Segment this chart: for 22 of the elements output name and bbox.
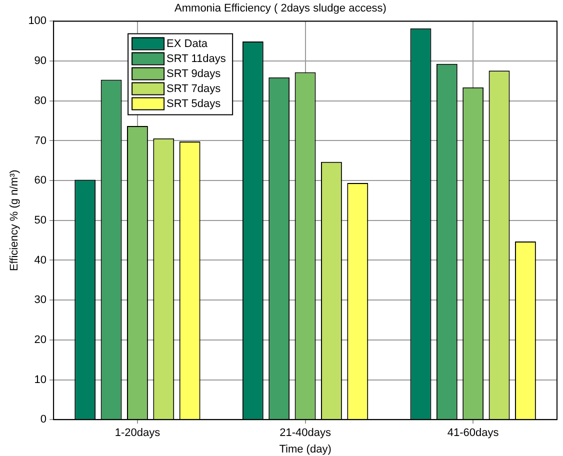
- legend-label: SRT 5days: [166, 98, 222, 110]
- x-tick-label: 41-60days: [447, 427, 500, 440]
- legend-label: SRT 7days: [166, 83, 222, 96]
- y-tick-label: 20: [34, 334, 47, 346]
- y-tick-label: 40: [34, 254, 47, 266]
- legend-label: EX Data: [166, 38, 208, 50]
- y-tick-label: 30: [34, 294, 47, 306]
- x-tick-label: 21-40days: [280, 427, 332, 440]
- x-axis-title: Time (day): [279, 443, 332, 456]
- y-tick-label: 60: [34, 174, 47, 187]
- y-tick-label: 70: [34, 134, 47, 147]
- y-tick-label: 80: [34, 94, 47, 107]
- x-tick-label: 1-20days: [114, 427, 161, 440]
- y-tick-label: 90: [34, 55, 47, 68]
- chart-title: Ammonia Efficiency ( 2days sludge access): [174, 2, 386, 15]
- y-tick-label: 10: [34, 374, 47, 386]
- legend-label: SRT 9days: [166, 68, 222, 80]
- legend-label: SRT 11days: [166, 53, 226, 66]
- y-tick-label: 50: [34, 214, 47, 226]
- y-tick-label: 100: [28, 15, 47, 28]
- y-axis-title: Efficiency % (g n/m³): [8, 170, 21, 272]
- y-tick-label: 0: [40, 414, 47, 426]
